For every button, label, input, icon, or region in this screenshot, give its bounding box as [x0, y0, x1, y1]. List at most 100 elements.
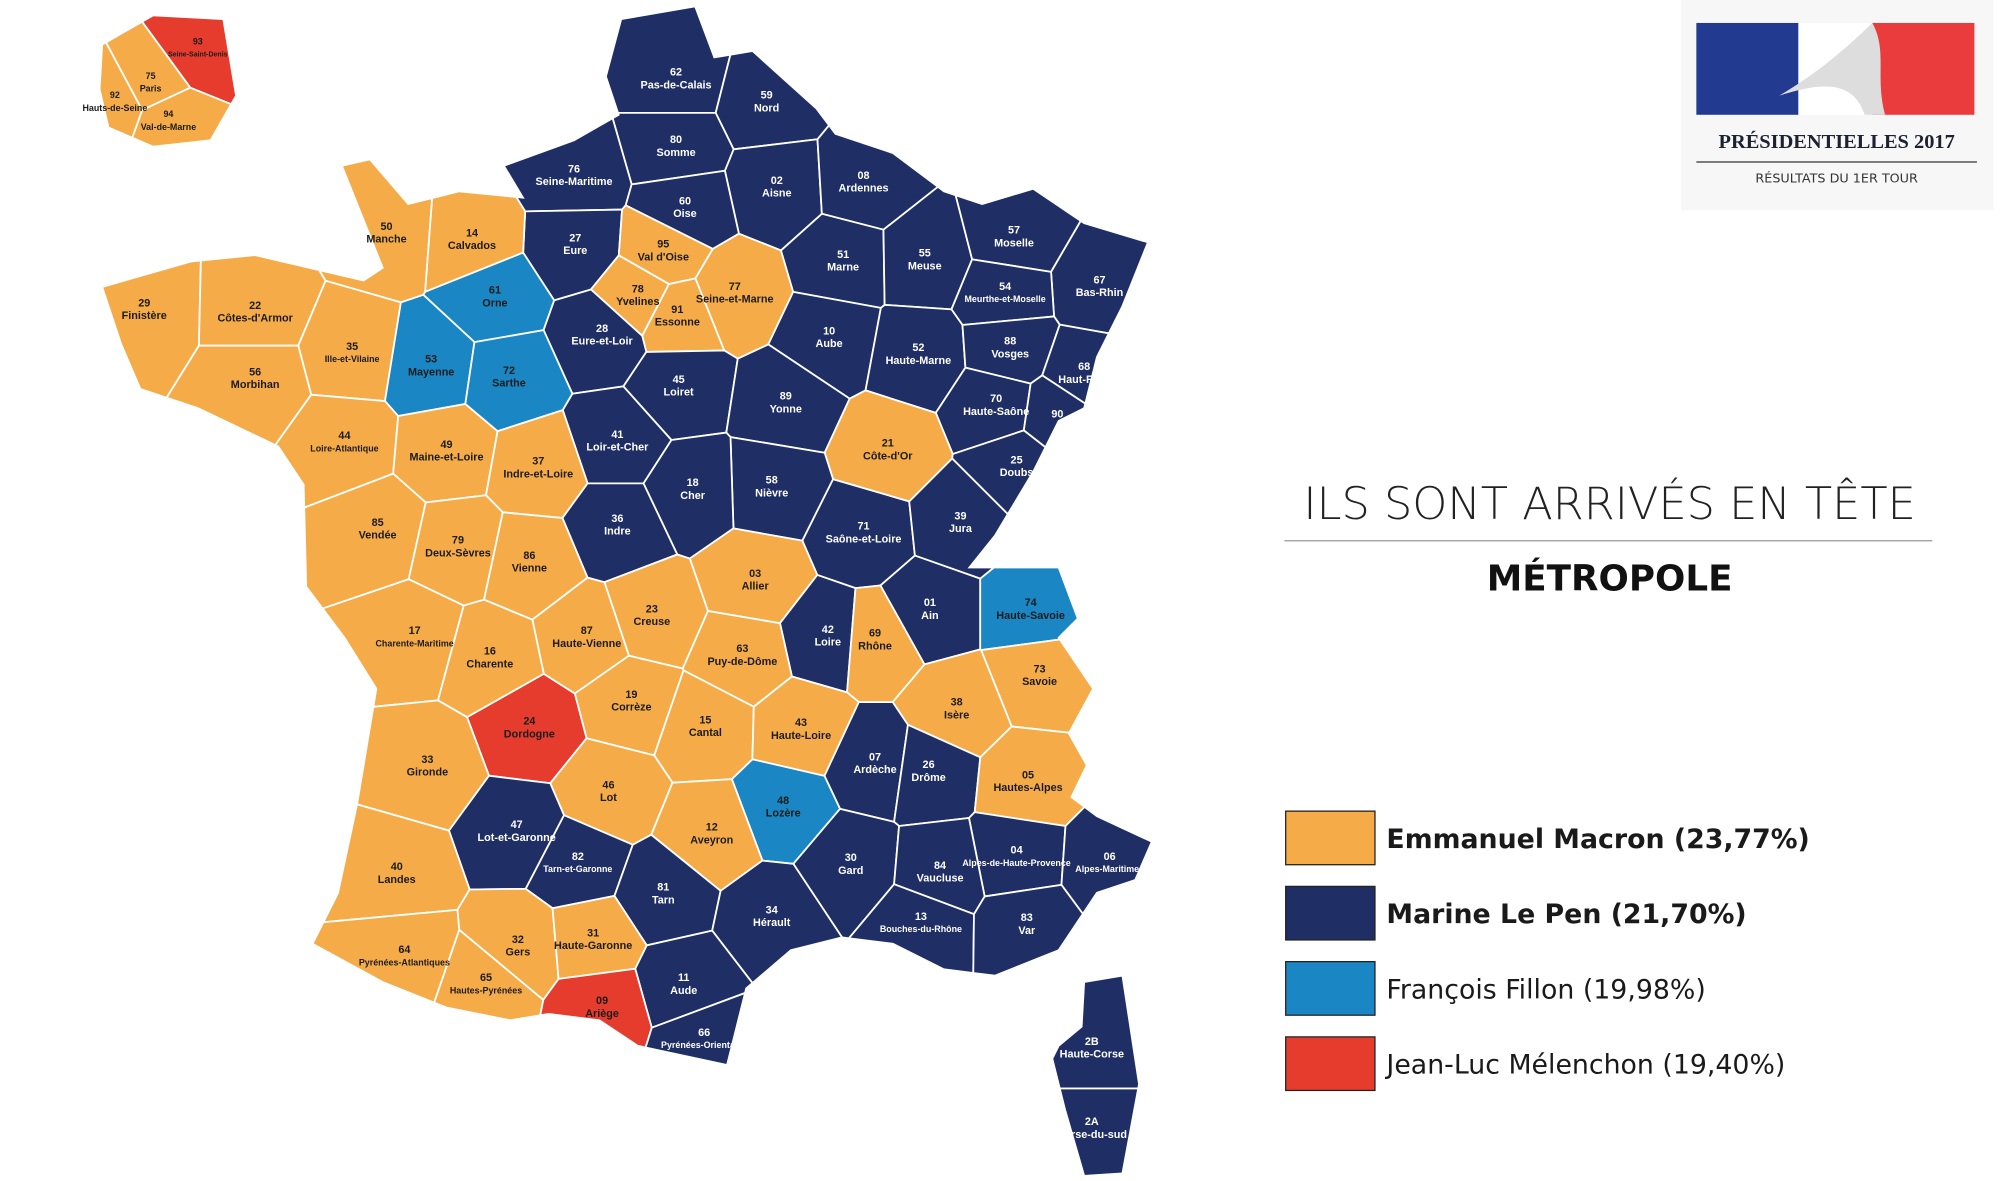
department-code: 11	[678, 972, 689, 984]
department-name: Loire	[815, 637, 841, 649]
department-name: Corse-du-sud	[1057, 1129, 1127, 1141]
department-code: 39	[954, 510, 966, 522]
department-code: 47	[511, 819, 523, 831]
department-code: 73	[1034, 663, 1046, 675]
department-name: Calvados	[448, 240, 496, 252]
department-code: 19	[625, 689, 637, 701]
department-code: 84	[934, 860, 946, 872]
department-code: 10	[823, 325, 835, 337]
logo-title: PRÉSIDENTIELLES 2017	[1719, 130, 1955, 153]
department-name: Eure-et-Loir	[571, 336, 633, 348]
department-name: Ille-et-Vilaine	[325, 354, 380, 364]
department-code: 50	[381, 221, 393, 233]
department-code: 71	[858, 521, 870, 533]
department-name: Charente-Maritime	[375, 638, 453, 648]
department-code: 31	[587, 927, 599, 939]
department-code: 16	[484, 646, 496, 658]
department-code: 27	[569, 232, 581, 244]
department-code: 17	[409, 625, 421, 637]
department-name: Haute-Vienne	[552, 638, 621, 650]
department-code: 38	[951, 697, 963, 709]
department-code: 94	[163, 109, 173, 119]
department-code: 04	[1011, 845, 1023, 857]
department-name: Indre-et-Loire	[503, 468, 573, 480]
department-code: 52	[912, 342, 924, 354]
department-name: Côtes-d'Armor	[217, 313, 293, 325]
legend: Emmanuel Macron (23,77%) Marine Le Pen (2…	[1285, 810, 1810, 1092]
department-name: Doubs	[1000, 467, 1034, 479]
department-code: 37	[532, 456, 544, 468]
department-name: Vosges	[991, 348, 1029, 360]
department-name: Hérault	[753, 917, 791, 929]
department-code: 15	[699, 714, 711, 726]
department-name: Morbihan	[231, 379, 280, 391]
department-name: Indre	[604, 526, 630, 538]
department-name: Corrèze	[611, 702, 651, 714]
legend-swatch	[1285, 1036, 1376, 1092]
department-name: Haute-Garonne	[554, 940, 632, 952]
department-code: 48	[777, 795, 789, 807]
department-code: 25	[1011, 454, 1023, 466]
department-name: Puy-de-Dôme	[707, 656, 777, 668]
department-code: 36	[611, 513, 623, 525]
department	[539, 967, 653, 1049]
department-name: Lozère	[766, 808, 801, 820]
department	[1051, 974, 1140, 1090]
department-name: Haute-Savoie	[996, 610, 1065, 622]
department-name: Saône-et-Loire	[826, 533, 902, 545]
marianne	[1779, 22, 1886, 115]
department-name: Cher	[680, 490, 705, 502]
department-name: Vienne	[512, 563, 547, 575]
department-code: 79	[452, 535, 464, 547]
department-code: 33	[421, 754, 433, 766]
department-name: Mayenne	[408, 366, 454, 378]
department-name: Meurthe-et-Moselle	[965, 294, 1046, 304]
department-name: Drôme	[911, 772, 945, 784]
department	[972, 883, 1084, 977]
department-code: 07	[869, 751, 881, 763]
department-code: 01	[924, 597, 936, 609]
department-name: Lot	[600, 792, 617, 804]
department-code: 89	[780, 391, 792, 403]
department-code: 83	[1021, 912, 1033, 924]
department-code: 61	[489, 285, 501, 297]
department-name: Rhône	[858, 640, 892, 652]
department-name: Yonne	[770, 403, 802, 415]
flag-red	[1872, 22, 1975, 115]
department-name: Gironde	[407, 767, 449, 779]
flag-blue	[1696, 22, 1799, 115]
department-code: 76	[568, 163, 580, 175]
department-name: Paris	[140, 84, 162, 94]
department-name: Haut-Rhin	[1058, 374, 1110, 386]
department-name: Isère	[944, 709, 969, 721]
department-code: 64	[398, 944, 410, 956]
department-name: Lot-et-Garonne	[478, 832, 556, 844]
department-code: 75	[146, 71, 156, 81]
department-name: Hauts-de-Seine	[82, 103, 147, 113]
department-code: 42	[822, 624, 834, 636]
department-name: Haute-Saône	[963, 406, 1029, 418]
department-code: 54	[999, 281, 1011, 293]
department-code: 57	[1008, 225, 1020, 237]
department-code: 45	[673, 374, 685, 386]
department-name: Marne	[827, 262, 859, 274]
department	[1060, 805, 1153, 916]
legend-label: Jean-Luc Mélenchon (19,40%)	[1384, 1050, 1785, 1081]
department-code: 82	[572, 851, 584, 863]
department-name: Orne	[482, 297, 507, 309]
department-name: Deux-Sèvres	[425, 547, 491, 559]
department-name: Allier	[742, 581, 770, 593]
department-name: Creuse	[633, 616, 670, 628]
department-code: 05	[1022, 769, 1034, 781]
department-name: Aube	[816, 338, 843, 350]
department-code: 95	[657, 239, 669, 251]
department-name: Bouches-du-Rhône	[880, 924, 962, 934]
department-code: 46	[602, 779, 614, 791]
department-code: 88	[1004, 336, 1016, 348]
department-code: 30	[845, 852, 857, 864]
department-name: Val-de-Marne	[141, 122, 196, 132]
department-name: Cantal	[689, 727, 722, 739]
department-code: 03	[749, 568, 761, 580]
department-name: Gard	[838, 865, 863, 877]
